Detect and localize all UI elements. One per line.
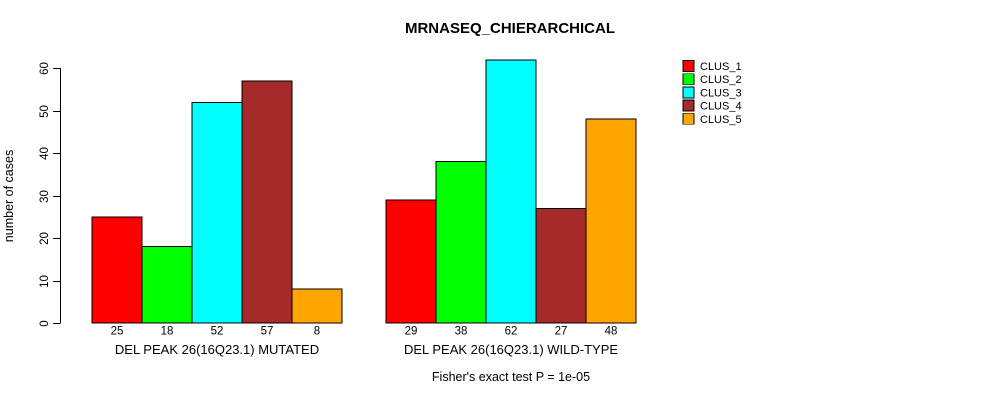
bar-value-label: 38 [455, 326, 468, 338]
bar-value-label: 57 [261, 326, 274, 338]
legend-swatch-CLUS_2 [682, 73, 695, 86]
bar-CLUS_3-group1 [191, 101, 243, 324]
y-tick-label: 40 [39, 147, 51, 160]
bar-CLUS_5-group2 [585, 118, 637, 324]
legend-label: CLUS_1 [700, 61, 742, 73]
y-tick-label: 30 [39, 190, 51, 203]
caption-text: Fisher's exact test P = 1e-05 [432, 370, 590, 384]
bar-value-label: 18 [161, 326, 174, 338]
bars [91, 59, 637, 324]
bar-value-label: 29 [405, 326, 418, 338]
bar-CLUS_4-group1 [241, 80, 293, 324]
bar-CLUS_3-group2 [485, 59, 537, 324]
y-tick-label: 20 [39, 232, 51, 245]
y-tick-label: 10 [39, 275, 51, 288]
y-tick-label: 0 [39, 320, 51, 326]
legend-swatch-CLUS_3 [682, 86, 695, 99]
y-tick-label: 60 [39, 62, 51, 75]
bar-CLUS_2-group2 [435, 161, 487, 324]
legend-label: CLUS_4 [700, 101, 742, 113]
chart-title: MRNASEQ_CHIERARCHICAL [405, 20, 615, 37]
legend-swatch-CLUS_5 [682, 112, 695, 125]
bar-value-labels: 25 29 18 38 52 62 57 27 8 48 [111, 326, 618, 338]
bar-value-label: 62 [505, 326, 518, 338]
legend-swatch-CLUS_4 [682, 99, 695, 112]
bar-value-label: 52 [211, 326, 224, 338]
bar-CLUS_1-group1 [91, 216, 143, 324]
bar-CLUS_5-group1 [291, 288, 343, 324]
bar-CLUS_2-group1 [141, 246, 193, 324]
legend-label: CLUS_3 [700, 87, 742, 99]
bar-value-label: 48 [605, 326, 618, 338]
group-label-wild-type: DEL PEAK 26(16Q23.1) WILD-TYPE [404, 342, 618, 357]
bar-value-label: 8 [314, 326, 320, 338]
legend-label: CLUS_5 [700, 114, 742, 126]
bar-CLUS_1-group2 [385, 199, 437, 324]
legend-swatch-CLUS_1 [682, 60, 695, 72]
bar-CLUS_4-group2 [535, 207, 587, 324]
legend-label: CLUS_2 [700, 74, 742, 86]
y-tick-label: 50 [39, 105, 51, 118]
y-axis-ticks: 0 10 20 30 40 50 60 [39, 62, 60, 327]
bar-value-label: 25 [111, 326, 124, 338]
y-axis-title: number of cases [2, 150, 16, 242]
group-label-mutated: DEL PEAK 26(16Q23.1) MUTATED [115, 342, 319, 357]
bar-value-label: 27 [555, 326, 568, 338]
